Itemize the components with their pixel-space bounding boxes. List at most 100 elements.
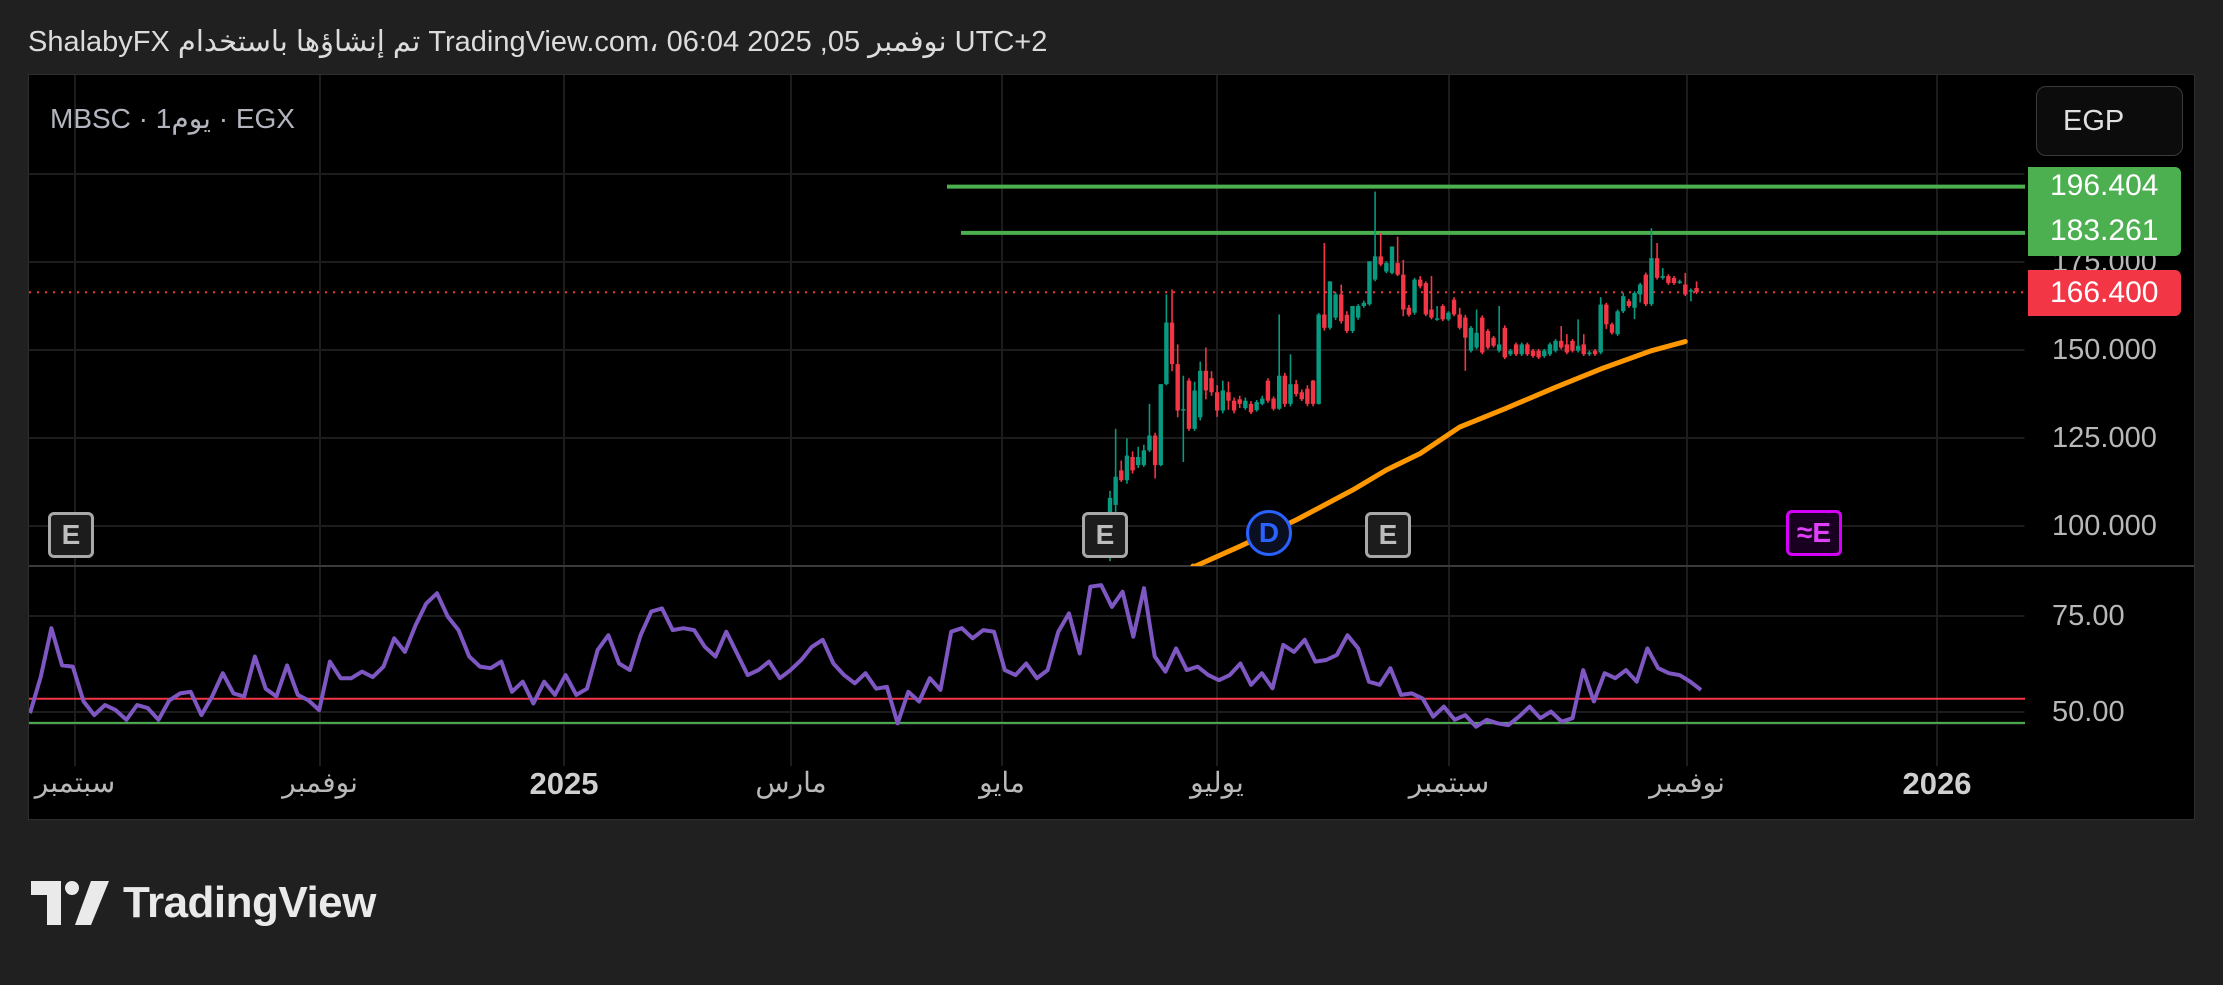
candle	[1152, 432, 1158, 479]
candle-body	[1260, 398, 1265, 404]
candle	[1491, 335, 1496, 348]
earnings-marker[interactable]: E	[1365, 512, 1411, 558]
candle	[1519, 342, 1524, 356]
candle	[1237, 395, 1242, 409]
dividend-marker[interactable]: D	[1246, 510, 1292, 556]
logo-text: TradingView	[123, 878, 376, 927]
rsi-tick: 50.00	[2052, 696, 2125, 728]
candle-body	[1457, 314, 1462, 328]
candle-body	[1446, 312, 1451, 320]
earnings-marker[interactable]: E	[1082, 512, 1128, 558]
candle	[1496, 306, 1502, 353]
candle-body	[1559, 340, 1564, 348]
candle-body	[1491, 337, 1496, 346]
candle	[1344, 311, 1350, 334]
candle	[1508, 348, 1513, 356]
candle-body	[1474, 332, 1479, 348]
candle-body	[1130, 457, 1135, 471]
candle-body	[1293, 384, 1299, 394]
candle	[1186, 378, 1192, 431]
candle-body	[1327, 281, 1333, 328]
candle-body	[1220, 390, 1225, 411]
candle	[1598, 297, 1603, 355]
upcoming-earnings-marker[interactable]: ≈E	[1786, 510, 1842, 556]
chart-panel[interactable]	[28, 74, 2195, 820]
candle	[1310, 379, 1316, 407]
candle-body	[1513, 344, 1519, 355]
time-label: نوفمبر	[282, 767, 358, 798]
candle	[1587, 350, 1592, 356]
candle	[1288, 354, 1293, 407]
currency-button[interactable]: EGP	[2036, 86, 2183, 156]
candle	[1293, 379, 1299, 397]
candle	[1525, 342, 1530, 356]
candle	[1564, 334, 1570, 355]
candle-body	[1395, 263, 1400, 275]
candle-body	[1186, 380, 1192, 429]
candle-body	[1310, 380, 1316, 404]
candle-body	[1254, 402, 1259, 411]
candle	[1389, 246, 1395, 275]
candle-body	[1175, 364, 1180, 411]
candle-body	[1231, 400, 1237, 411]
candle	[1119, 460, 1124, 482]
candle-body	[1496, 344, 1502, 351]
candle-body	[1485, 330, 1491, 348]
candle-body	[1677, 281, 1682, 283]
candle-body	[1243, 400, 1248, 409]
candle	[1632, 291, 1637, 320]
candle-body	[1248, 403, 1254, 413]
candle-body	[1615, 311, 1620, 335]
candle-body	[1423, 283, 1429, 315]
candle-body	[1147, 435, 1152, 451]
earnings-marker[interactable]: E	[48, 512, 94, 558]
candle-body	[1355, 306, 1361, 318]
candle-body	[1480, 317, 1485, 353]
candle	[1305, 385, 1310, 407]
candle-body	[1277, 375, 1282, 409]
time-label: مايو	[979, 767, 1025, 798]
candle	[1367, 261, 1372, 306]
candle	[1316, 313, 1321, 405]
candle	[1355, 304, 1361, 320]
candle-body	[1564, 344, 1570, 353]
candle-body	[1553, 340, 1558, 351]
rsi-tick: 75.00	[2052, 600, 2125, 632]
candle-body	[1666, 276, 1671, 284]
candle-body	[1299, 392, 1304, 400]
candle-body	[1429, 309, 1434, 318]
grid	[29, 75, 2026, 766]
symbol-legend[interactable]: MBSC · 1يوم · EGX	[50, 103, 295, 134]
time-label: مارس	[755, 767, 827, 798]
candle	[1372, 191, 1378, 282]
oscillator-pane	[29, 583, 2025, 729]
candle	[1604, 302, 1609, 329]
candle	[1333, 291, 1338, 321]
candle	[1136, 446, 1141, 468]
candle	[1248, 401, 1254, 415]
price-tick: 100.000	[2052, 510, 2157, 542]
candle	[1243, 397, 1248, 410]
oscillator-line	[29, 583, 1703, 729]
candle	[1694, 281, 1699, 295]
tradingview-logo-icon	[31, 881, 109, 925]
candle-body	[1158, 384, 1163, 466]
candle	[1361, 300, 1366, 308]
candle	[1457, 307, 1462, 330]
candle	[1169, 289, 1175, 372]
level-price-tags: 196.404 183.261	[2028, 167, 2181, 256]
candle-body	[1203, 370, 1209, 391]
tradingview-logo[interactable]: TradingView	[31, 878, 376, 928]
candle-body	[1598, 304, 1603, 353]
candle-body	[1649, 258, 1654, 305]
candle-body	[1609, 324, 1615, 333]
candle	[1124, 438, 1130, 484]
candle-body	[1626, 301, 1632, 306]
candle	[1209, 371, 1214, 396]
candle-body	[1305, 388, 1310, 404]
candle-body	[1350, 306, 1355, 331]
candle-body	[1530, 350, 1536, 356]
candle	[1660, 267, 1665, 280]
price-tick: 125.000	[2052, 422, 2157, 454]
